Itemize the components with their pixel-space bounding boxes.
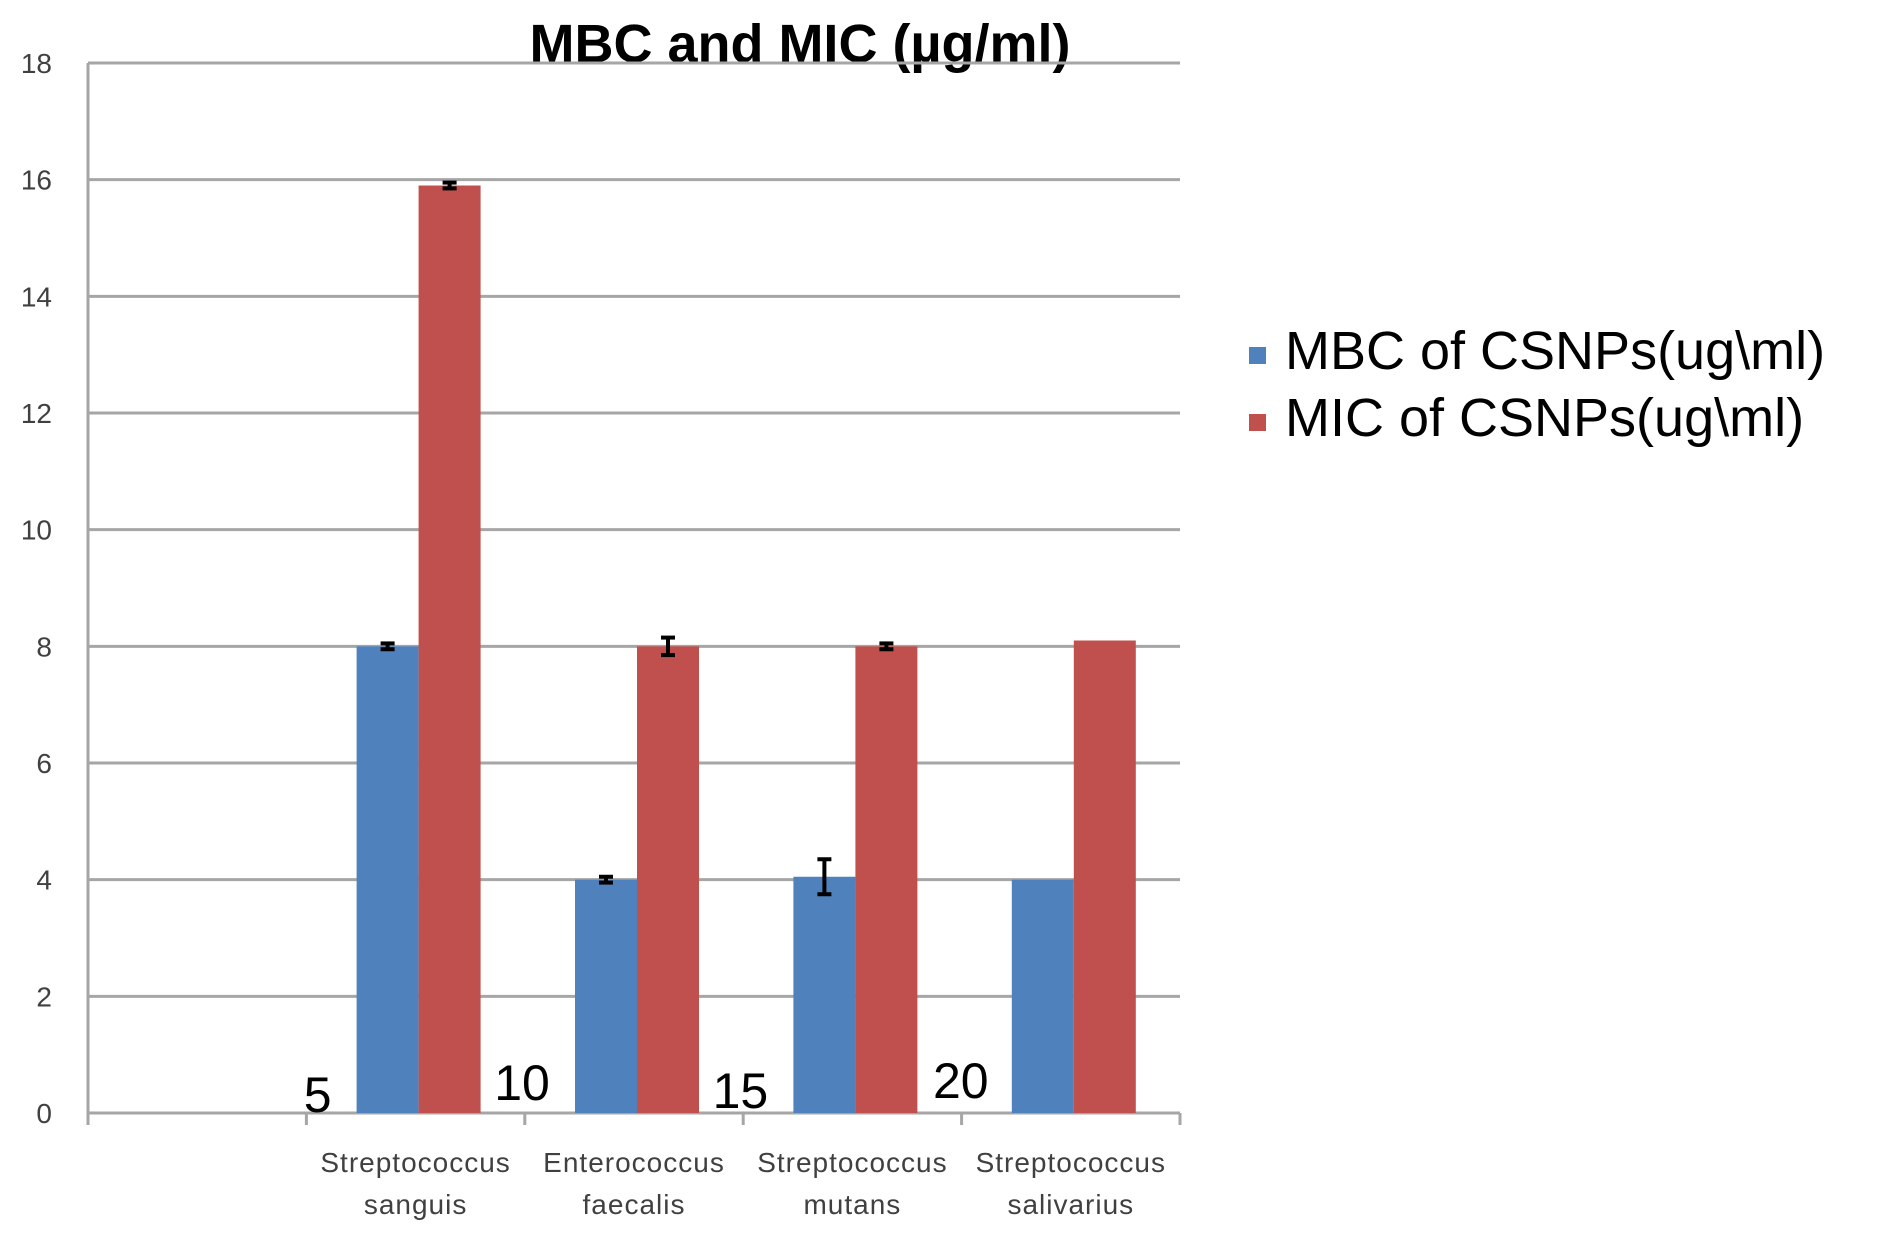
error-bar [599, 874, 613, 885]
y-tick-label: 0 [36, 1098, 52, 1129]
legend-swatch [1249, 347, 1266, 364]
x-category-label: Enterococcus [543, 1147, 725, 1178]
y-tick-label: 4 [36, 865, 52, 896]
error-bar [661, 635, 675, 658]
legend-label: MIC of CSNPs(ug\ml) [1285, 388, 1804, 448]
x-category-label: Streptococcus [757, 1147, 947, 1178]
legend-swatch [1249, 414, 1266, 431]
x-category-label: faecalis [583, 1189, 686, 1220]
error-bar [817, 857, 832, 897]
error-bar [879, 641, 894, 652]
y-tick-label: 6 [36, 748, 52, 779]
bar-mic-2 [637, 646, 699, 1113]
x-category-label: Streptococcus [320, 1147, 510, 1178]
y-tick-label: 2 [36, 981, 52, 1012]
error-bar [380, 641, 395, 652]
y-tick-label: 10 [21, 515, 52, 546]
y-tick-label: 12 [21, 398, 52, 429]
bar-mbc-2 [575, 879, 637, 1113]
x-category-label: salivarius [1007, 1189, 1134, 1220]
bar-mbc-1 [356, 646, 419, 1113]
annotation-label: 10 [494, 1055, 550, 1111]
bar-mbc-4 [1011, 879, 1074, 1113]
error-bar [442, 180, 457, 191]
chart-title: MBC and MIC (µg/ml) [529, 14, 1070, 74]
y-tick-label: 14 [21, 281, 52, 312]
x-category-label: Streptococcus [976, 1147, 1166, 1178]
y-tick-label: 8 [36, 631, 52, 662]
x-category-label: mutans [803, 1189, 901, 1220]
legend: MBC of CSNPs(ug\ml) MIC of CSNPs(ug\ml) [1249, 321, 1825, 448]
legend-label: MBC of CSNPs(ug\ml) [1285, 321, 1825, 381]
x-category-label: sanguis [364, 1189, 468, 1220]
annotation-label: 15 [713, 1063, 769, 1119]
bar-mbc-3 [793, 876, 856, 1113]
bar-mic-1 [418, 185, 481, 1113]
y-tick-label: 16 [21, 165, 52, 196]
annotation-label: 5 [304, 1067, 332, 1123]
bar-mic-4 [1073, 640, 1136, 1113]
bar-mic-3 [855, 646, 918, 1113]
y-tick-label: 18 [21, 48, 52, 79]
annotation-label: 20 [933, 1053, 989, 1109]
